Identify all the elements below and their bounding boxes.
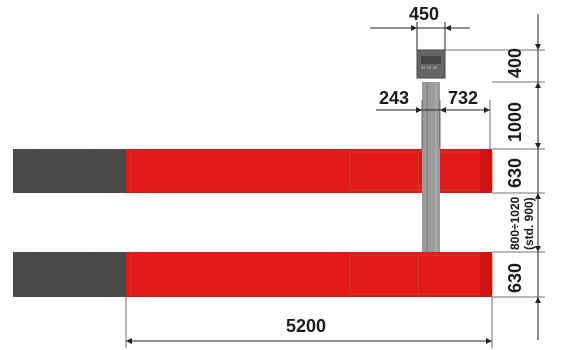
dimension-arrow-icon (445, 25, 451, 31)
column-offset-dimensions: 243 732 (376, 88, 491, 149)
dimension-400-label: 400 (505, 48, 525, 78)
top-runway-end-plate (480, 149, 492, 193)
bottom-runway-end-plate (480, 252, 492, 297)
top-runway (13, 149, 493, 193)
dimension-top-630-label: 630 (505, 158, 525, 188)
control-panel-button-2 (427, 66, 431, 69)
dimension-gap-label: 800÷1020 (508, 196, 522, 250)
dimension-arrow-icon (411, 25, 417, 31)
dimension-arrow-icon (535, 82, 541, 88)
dimension-gap-standard-label: (std. 900) (522, 197, 536, 250)
dimension-arrow-icon (126, 338, 132, 344)
dimension-arrow-icon (535, 143, 541, 149)
dimension-arrow-icon (535, 44, 541, 50)
bottom-runway-dark-section (13, 252, 126, 297)
dimension-arrow-icon (535, 193, 541, 199)
dimension-arrow-icon (484, 107, 490, 113)
central-column (422, 82, 440, 252)
control-panel-screen (421, 56, 441, 64)
dimension-243-label: 243 (379, 88, 409, 108)
right-vertical-dimensions: 400 1000 630 800÷1020 (std. 900) 630 (418, 14, 545, 340)
control-panel-button-3 (433, 66, 437, 69)
dimension-bottom-630-label: 630 (505, 263, 525, 293)
top-runway-dark-section (13, 149, 126, 193)
dimension-arrow-icon (535, 297, 541, 303)
dimension-5200-label: 5200 (286, 316, 326, 336)
dimension-arrow-icon (440, 107, 446, 113)
dimension-450-label: 450 (409, 4, 439, 24)
dimension-450: 450 (370, 4, 470, 50)
column-shaft (422, 82, 440, 252)
bottom-runway-red-section (126, 252, 492, 297)
dimension-732-label: 732 (448, 88, 478, 108)
dimension-arrow-icon (416, 107, 422, 113)
control-box (416, 49, 446, 79)
control-panel-button-1 (421, 66, 425, 69)
dimension-5200: 5200 (125, 297, 493, 348)
dimension-arrow-icon (535, 246, 541, 252)
dimension-1000-label: 1000 (505, 102, 525, 142)
dimension-arrow-icon (486, 338, 492, 344)
bottom-runway (13, 252, 493, 297)
